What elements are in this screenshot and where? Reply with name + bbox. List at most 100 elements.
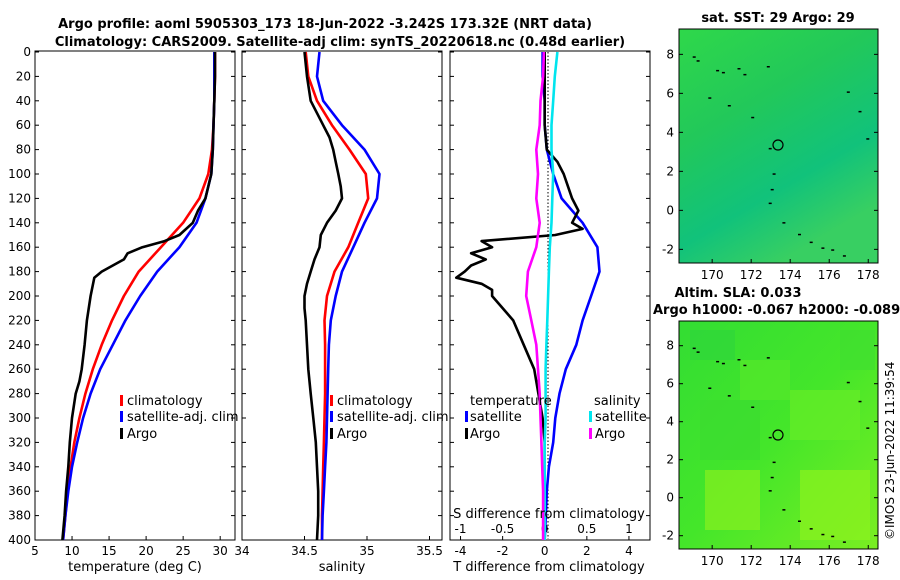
lat-tick-label: 2 (666, 453, 674, 467)
island-speck (782, 509, 786, 511)
island-speck (770, 476, 774, 479)
legend-swatch-t-argo (465, 428, 468, 439)
legend-swatch-climatology (120, 395, 123, 406)
depth-tick-label: 120 (8, 191, 31, 205)
sst-map-lat-ticks: 8 6 4 2 0 -2 (662, 47, 878, 256)
x2-tick-label: 1 (625, 522, 633, 536)
temperature-series (61, 52, 217, 541)
sla-map-lat-ticks: 8 6 4 2 0 -2 (662, 339, 878, 543)
legend-label-climatology: climatology (127, 394, 203, 409)
sla-map-title: Altim. SLA: 0.033 (675, 286, 802, 301)
legend-heading-temperature: temperature (470, 394, 552, 409)
island-speck (831, 249, 835, 251)
series-line-salinity-satellite (543, 51, 559, 540)
x-tick-label: 10 (64, 544, 79, 558)
island-speck (770, 188, 774, 191)
temperature-xlabel: temperature (deg C) (68, 560, 202, 575)
legend-swatch-argo (120, 428, 123, 439)
sla-patch (790, 390, 860, 440)
lat-tick-label: 4 (666, 125, 674, 139)
legend-heading-salinity: salinity (594, 394, 641, 409)
depth-tick-label: 380 (8, 509, 31, 523)
depth-tick-label: 300 (8, 411, 31, 425)
x-tick-label: 4 (625, 544, 633, 558)
sla-patch (700, 400, 760, 460)
difference-legend: temperature satellite Argo salinity sate… (465, 394, 647, 442)
island-speck (768, 490, 772, 492)
sst-map-lon-ticks: 170 172 174 176 178 (701, 259, 880, 282)
depth-tick-label: 180 (8, 265, 31, 279)
island-speck (721, 362, 725, 365)
legend-label-t-argo: Argo (470, 427, 500, 442)
island-speck (716, 69, 720, 72)
legend-swatch-satellite (120, 411, 123, 422)
depth-tick-label: 240 (8, 338, 31, 352)
island-speck (858, 400, 862, 403)
figure-title-line1: Argo profile: aoml 5905303_173 18-Jun-20… (58, 17, 592, 32)
island-speck (858, 110, 862, 113)
sla-map-argo-marker (772, 429, 784, 441)
island-speck (782, 222, 786, 224)
legend-label-argo: Argo (337, 427, 367, 442)
island-speck (696, 60, 700, 62)
depth-tick-label: 260 (8, 362, 31, 376)
x2-tick-label: 0.5 (577, 522, 596, 536)
legend-label-climatology: climatology (337, 394, 413, 409)
island-speck (866, 427, 870, 429)
sla-patch (840, 330, 875, 370)
sla-map-panel: Altim. SLA: 0.033 Argo h1000: -0.067 h20… (653, 286, 900, 568)
lat-tick-label: 0 (666, 203, 674, 217)
salinity-legend: climatology satellite-adj. clim Argo (330, 394, 449, 442)
depth-tick-label: 60 (16, 118, 31, 132)
island-speck (743, 364, 747, 367)
x-tick-label: 35 (359, 544, 374, 558)
lon-tick-label: 178 (857, 268, 880, 282)
credit-text: ©IMOS 23-Jun-2022 11:39:54 (883, 362, 897, 540)
depth-tick-label: 100 (8, 167, 31, 181)
lat-tick-label: 2 (666, 164, 674, 178)
lat-tick-label: 0 (666, 491, 674, 505)
sst-map-field (678, 28, 879, 264)
x-tick-label: 20 (138, 544, 153, 558)
legend-label-argo: Argo (127, 427, 157, 442)
island-speck (716, 360, 720, 363)
temperature-panel: 0 20 40 60 80 100 120 140 160 180 200 220 240 260 280 3… (8, 45, 239, 575)
x-tick-label: 15 (101, 544, 116, 558)
island-speck (772, 173, 776, 175)
difference-series (454, 51, 601, 541)
temperature-depth-ticks: 0 20 40 60 80 100 120 140 160 180 200 220 240 260 280 3… (8, 45, 235, 547)
island-speck (768, 436, 772, 439)
x2-tick-label: -0.5 (491, 522, 514, 536)
salinity-series (303, 51, 381, 541)
legend-swatch-satellite (330, 411, 333, 422)
legend-label-t-satellite: satellite (470, 410, 522, 425)
lat-tick-label: -2 (662, 529, 674, 543)
depth-tick-label: 140 (8, 216, 31, 230)
sst-map-islands (692, 56, 870, 257)
sla-patch (690, 330, 735, 360)
x-tick-label: 35.5 (416, 544, 443, 558)
salinity-panel: 34 34.5 35 35.5 salinity climatology satell… (234, 50, 449, 575)
x-tick-label: 5 (31, 544, 39, 558)
legend-label-satellite: satellite-adj. clim (337, 410, 449, 425)
island-speck (772, 461, 776, 464)
difference-xlabel: T difference from climatology (452, 560, 645, 575)
series-line-argo (61, 52, 217, 541)
legend-swatch-climatology (330, 395, 333, 406)
lat-tick-label: -2 (662, 242, 674, 256)
temperature-legend: climatology satellite-adj. clim Argo (120, 394, 239, 442)
depth-tick-label: 20 (16, 69, 31, 83)
island-speck (798, 520, 801, 522)
lon-tick-label: 170 (701, 268, 724, 282)
island-speck (831, 535, 835, 538)
lon-tick-label: 174 (779, 268, 802, 282)
island-speck (821, 247, 825, 249)
depth-tick-label: 280 (8, 387, 31, 401)
island-speck (842, 541, 846, 543)
x-tick-label: 2 (583, 544, 591, 558)
island-speck (809, 241, 813, 244)
x-tick-label: 34 (234, 544, 249, 558)
depth-tick-label: 40 (16, 94, 31, 108)
depth-tick-label: 80 (16, 143, 31, 157)
